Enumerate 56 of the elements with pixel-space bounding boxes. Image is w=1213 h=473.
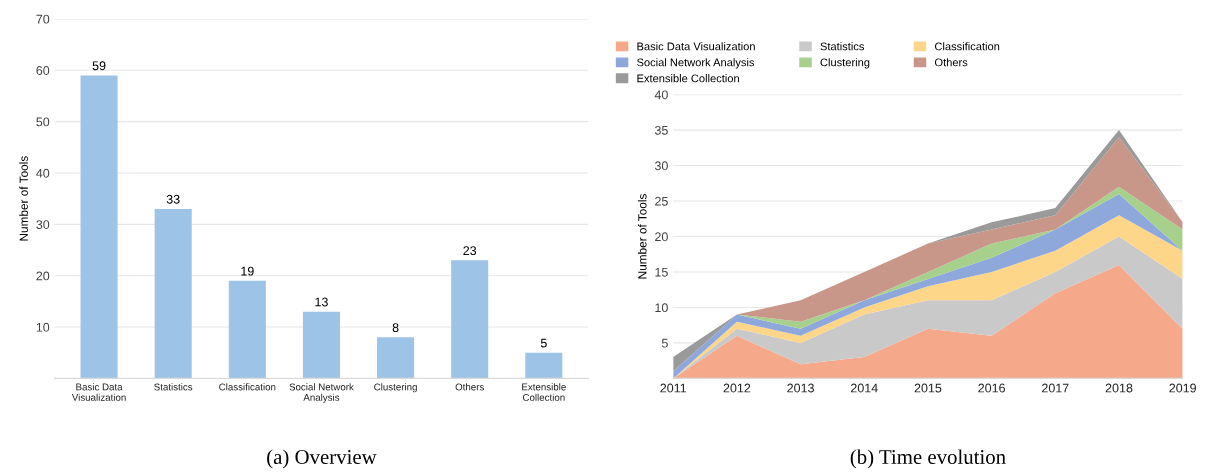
y-tick-label: 30 bbox=[36, 220, 50, 229]
y-tick-label: 70 bbox=[36, 14, 50, 24]
x-tick-label: 2016 bbox=[978, 383, 1005, 393]
data-label: 5 bbox=[540, 338, 547, 348]
bar bbox=[377, 337, 415, 379]
x-tick-label: Statistics bbox=[154, 383, 193, 391]
data-label: 19 bbox=[241, 266, 254, 276]
x-tick-label: 2017 bbox=[1042, 383, 1069, 393]
x-tick-label: Classification bbox=[219, 383, 276, 391]
text: (a) Overview bbox=[267, 449, 377, 469]
y-tick-label: 35 bbox=[654, 125, 668, 135]
y-tick-label: 40 bbox=[654, 90, 668, 100]
x-tick-label: Extensible Collection bbox=[522, 383, 566, 401]
x-tick-label: Basic Data Visualization bbox=[71, 383, 126, 401]
bar bbox=[80, 75, 118, 379]
y-tick-label: 20 bbox=[36, 271, 50, 281]
y-tick-label: 15 bbox=[655, 267, 668, 277]
bar bbox=[451, 260, 489, 379]
legend-label: Extensible Collection bbox=[637, 74, 739, 83]
y-axis-title: Number of Tools bbox=[637, 194, 647, 279]
bar bbox=[302, 311, 340, 379]
legend-label: Social Network Analysis bbox=[637, 58, 755, 69]
x-tick-label: Clustering bbox=[374, 383, 417, 393]
x-tick-label: Social Network Analysis bbox=[289, 383, 354, 403]
data-label: 33 bbox=[166, 194, 180, 204]
x-tick-label: 2019 bbox=[1169, 383, 1196, 393]
data-label: 59 bbox=[92, 61, 106, 71]
x-tick-label: 2018 bbox=[1105, 383, 1133, 393]
y-tick-label: 40 bbox=[36, 168, 50, 178]
legend-label: Basic Data Visualization bbox=[637, 42, 755, 51]
legend-label: Classification bbox=[934, 42, 1000, 51]
x-tick-label: Others bbox=[455, 383, 484, 391]
bar bbox=[154, 208, 192, 379]
y-tick-label: 5 bbox=[661, 338, 668, 348]
y-tick-label: 20 bbox=[655, 232, 668, 242]
legend-label: Others bbox=[934, 58, 968, 67]
y-tick-label: 25 bbox=[655, 196, 668, 206]
x-tick-label: 2014 bbox=[850, 383, 878, 393]
text: (b) Time evolution bbox=[850, 449, 1006, 469]
data-label: 13 bbox=[315, 297, 328, 307]
y-tick-label: 50 bbox=[36, 117, 50, 127]
x-tick-label: 2012 bbox=[723, 383, 751, 393]
y-tick-label: 10 bbox=[655, 303, 668, 313]
x-tick-label: 2011 bbox=[660, 383, 687, 393]
bar bbox=[228, 280, 266, 379]
bar bbox=[525, 352, 563, 379]
legend-label: Statistics bbox=[820, 42, 865, 51]
data-label: 8 bbox=[392, 323, 399, 333]
y-tick-label: 60 bbox=[36, 66, 50, 75]
data-label: 23 bbox=[463, 246, 477, 256]
y-tick-label: 10 bbox=[36, 322, 50, 332]
y-tick-label: 30 bbox=[654, 161, 668, 171]
y-axis-title: Number of Tools bbox=[19, 156, 28, 241]
x-tick-label: 2015 bbox=[914, 383, 942, 393]
x-tick-label: 2013 bbox=[787, 383, 814, 393]
legend-label: Clustering bbox=[820, 58, 870, 69]
